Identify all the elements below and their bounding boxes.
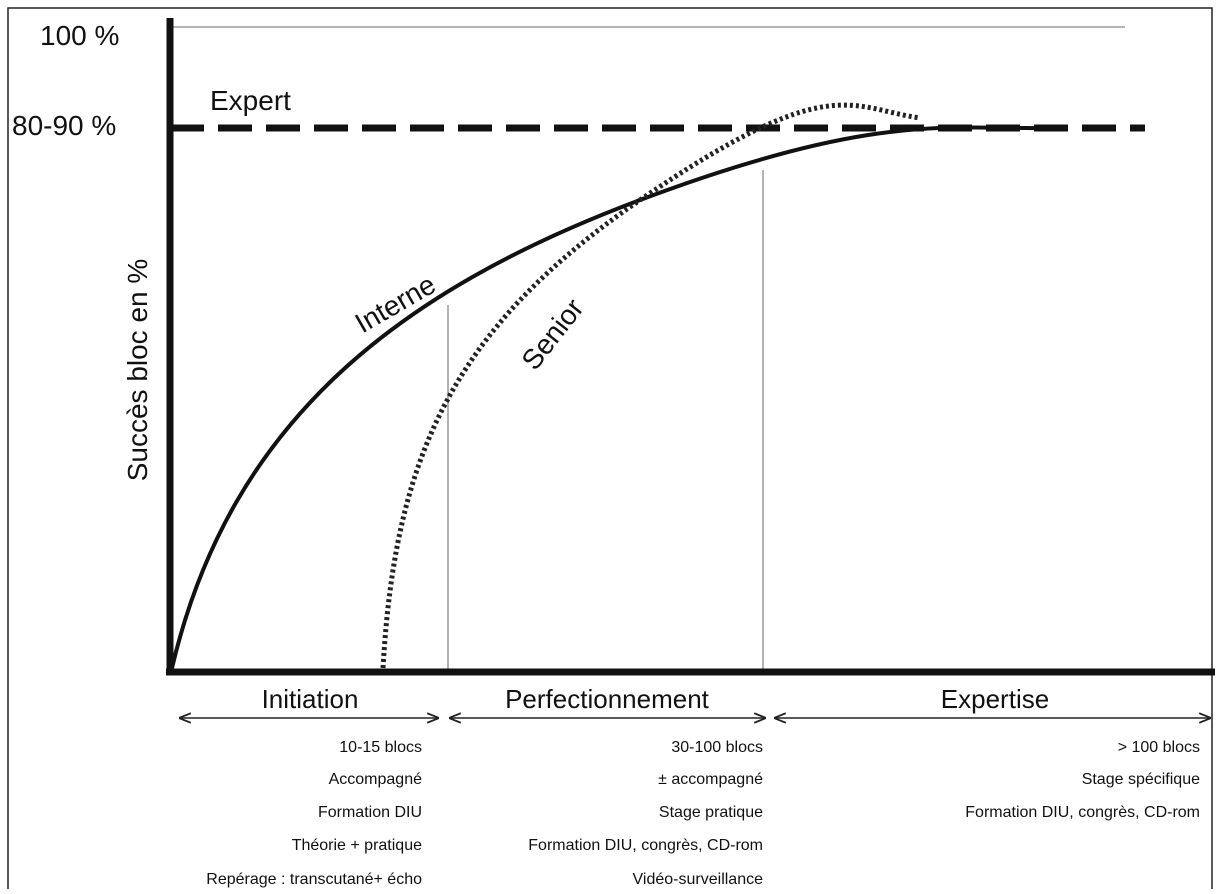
phase-item: Stage spécifique xyxy=(1082,771,1200,788)
phase-item: ± accompagné xyxy=(658,771,763,788)
phase-item: Stage pratique xyxy=(659,804,763,821)
phase-item: Théorie + pratique xyxy=(292,837,422,854)
senior-curve xyxy=(380,102,921,669)
phase-item: Repérage : transcutané+ écho xyxy=(206,871,422,888)
phase-item: 30-100 blocs xyxy=(671,739,763,756)
phase-item: > 100 blocs xyxy=(1118,739,1200,756)
expert-label: 80-90 % xyxy=(12,110,116,141)
phase-item: Formation DIU, congrès, CD-rom xyxy=(965,804,1200,821)
senior-label: Senior xyxy=(515,293,589,376)
phase-name: Expertise xyxy=(941,684,1049,714)
frame xyxy=(7,7,1213,894)
phase-item: 10-15 blocs xyxy=(339,739,422,756)
phase-item: Accompagné xyxy=(329,771,422,788)
phase-item: Vidéo-surveillance xyxy=(633,871,764,888)
phase-item: Formation DIU xyxy=(318,804,422,821)
phase-name: Perfectionnement xyxy=(505,684,710,714)
y-axis-title: Succès bloc en % xyxy=(122,259,153,482)
phase-item: Formation DIU, congrès, CD-rom xyxy=(528,837,763,854)
expert-text: Expert xyxy=(210,85,291,116)
phase-name: Initiation xyxy=(262,684,359,714)
interne-curve xyxy=(170,125,1061,669)
top-label: 100 % xyxy=(40,20,119,51)
